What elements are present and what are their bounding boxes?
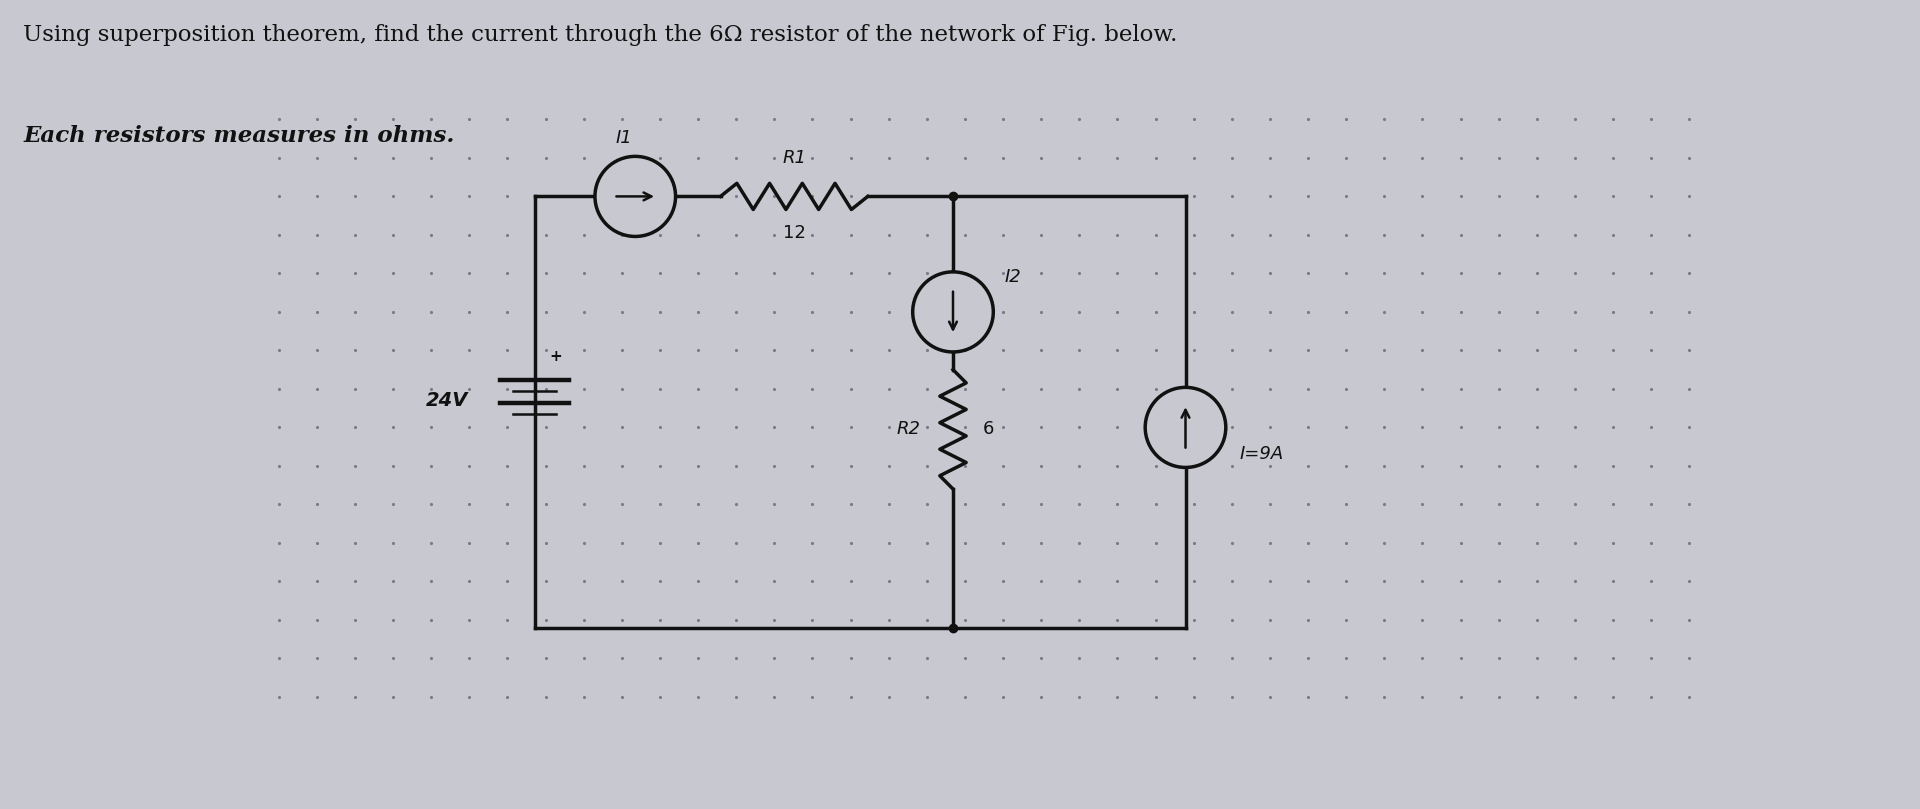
Text: I=9A: I=9A bbox=[1240, 446, 1284, 464]
Text: 6: 6 bbox=[983, 421, 995, 438]
Text: 12: 12 bbox=[783, 224, 806, 242]
Circle shape bbox=[1144, 388, 1225, 468]
Text: 24V: 24V bbox=[426, 391, 468, 410]
Text: Each resistors measures in ohms.: Each resistors measures in ohms. bbox=[23, 125, 455, 147]
Text: R1: R1 bbox=[781, 149, 806, 167]
Text: I2: I2 bbox=[1004, 269, 1021, 286]
Circle shape bbox=[595, 156, 676, 236]
Text: +: + bbox=[549, 349, 563, 364]
Text: Using superposition theorem, find the current through the 6Ω resistor of the net: Using superposition theorem, find the cu… bbox=[23, 24, 1177, 46]
Text: R2: R2 bbox=[897, 421, 920, 438]
Circle shape bbox=[912, 272, 993, 352]
Text: I1: I1 bbox=[614, 129, 632, 147]
